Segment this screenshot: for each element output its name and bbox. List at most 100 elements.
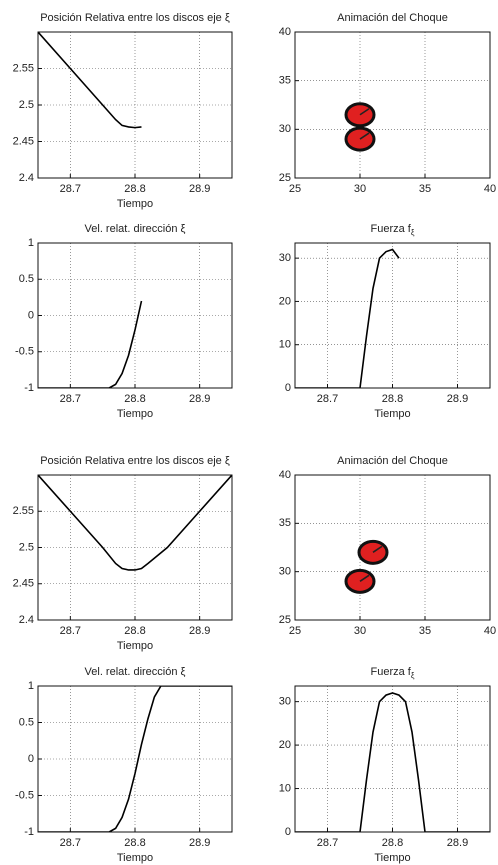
title-text: Animación del Choque	[337, 12, 448, 24]
axes-frame	[37, 31, 233, 179]
y-tick-label: 2.5	[19, 99, 34, 111]
y-tick-label: 0.5	[19, 716, 34, 728]
y-tick-label: 20	[279, 739, 291, 751]
title-text: Vel. relat. dirección ξ	[85, 223, 186, 235]
data-line	[295, 248, 400, 388]
title-text: Fuerza f	[371, 666, 412, 678]
data-line	[38, 475, 232, 571]
subplot: 28.7 28.8 28.9 -1 -0.5 0 0.5 1 Vel. relat. direc…	[15, 666, 233, 864]
y-tick-label: 25	[279, 172, 291, 184]
x-tick-label: 40	[484, 625, 496, 637]
title-text: Vel. relat. dirección ξ	[85, 666, 186, 678]
y-tick-label: 1	[28, 680, 34, 692]
y-tick-label: 2.55	[13, 62, 34, 74]
x-tick-label: 28.7	[60, 837, 81, 849]
title-text: Posición Relativa entre los discos eje ξ	[40, 455, 230, 467]
disc-direction	[359, 574, 370, 582]
x-axis-label: Tiempo	[374, 852, 410, 864]
title-text: Animación del Choque	[337, 455, 448, 467]
x-tick-label: 28.9	[447, 837, 468, 849]
x-axis-label: Tiempo	[117, 198, 153, 210]
x-tick-label: 28.8	[124, 625, 145, 637]
subplot: 25 30 35 40 25 30 35 40 Animación del Choque	[279, 12, 496, 195]
chart-title: Vel. relat. dirección ξ	[85, 223, 186, 235]
axes-frame	[294, 242, 491, 389]
y-tick-label: 2.4	[19, 172, 34, 184]
data-line	[295, 692, 490, 832]
x-tick-label: 28.8	[382, 837, 403, 849]
plot-area	[295, 32, 490, 178]
y-tick-label: 35	[279, 75, 291, 87]
title-text: Posición Relativa entre los discos eje ξ	[40, 12, 230, 24]
x-tick-label: 28.7	[60, 393, 81, 405]
disc-direction	[359, 108, 370, 116]
subplot: 28.7 28.8 28.9 2.4 2.45 2.5 2.55 Posición Relat…	[13, 12, 233, 210]
x-tick-label: 28.8	[124, 183, 145, 195]
y-tick-label: 0	[285, 826, 291, 838]
y-tick-label: 10	[279, 339, 291, 351]
x-tick-label: 28.7	[60, 183, 81, 195]
x-tick-label: 30	[354, 625, 366, 637]
y-tick-label: 0	[28, 309, 34, 321]
y-tick-label: 30	[279, 123, 291, 135]
y-tick-label: 2.55	[13, 505, 34, 517]
chart-title: Posición Relativa entre los discos eje ξ	[40, 455, 230, 467]
y-tick-label: 2.45	[13, 135, 34, 147]
x-tick-label: 30	[354, 183, 366, 195]
chart-title: Animación del Choque	[337, 455, 448, 467]
y-tick-label: -0.5	[15, 346, 34, 358]
y-tick-label: 10	[279, 782, 291, 794]
subplot: 28.7 28.8 28.9 0 10 20 30 Fuerza fξ Tiempo	[279, 223, 491, 420]
plot-area	[295, 475, 490, 620]
subplot: 28.7 28.8 28.9 -1 -0.5 0 0.5 1 Vel. relat. direc…	[15, 223, 233, 420]
disc-direction	[359, 132, 370, 140]
axes-frame	[37, 685, 233, 833]
y-tick-label: 2.45	[13, 578, 34, 590]
title-subscript: ξ	[411, 671, 415, 680]
y-tick-label: 30	[279, 252, 291, 264]
x-axis-label: Tiempo	[374, 408, 410, 420]
chart-title: Animación del Choque	[337, 12, 448, 24]
y-tick-label: 20	[279, 295, 291, 307]
x-tick-label: 28.7	[317, 837, 338, 849]
y-tick-label: 2.5	[19, 541, 34, 553]
x-tick-label: 28.7	[317, 393, 338, 405]
y-tick-label: -0.5	[15, 789, 34, 801]
chart-title: Posición Relativa entre los discos eje ξ	[40, 12, 230, 24]
x-tick-label: 28.9	[447, 393, 468, 405]
x-tick-label: 28.8	[124, 393, 145, 405]
y-tick-label: 35	[279, 517, 291, 529]
axes-frame	[37, 242, 233, 389]
data-line	[38, 32, 142, 129]
y-tick-label: 40	[279, 469, 291, 481]
data-line	[38, 686, 232, 832]
y-tick-label: 0	[28, 753, 34, 765]
x-axis-label: Tiempo	[117, 852, 153, 864]
disc-direction	[372, 545, 383, 553]
x-tick-label: 25	[289, 183, 301, 195]
subplot: 28.7 28.8 28.9 0 10 20 30 Fuerza fξ Tiempo	[279, 666, 491, 864]
axes-frame	[294, 474, 491, 621]
subplot: 25 30 35 40 25 30 35 40 Animación del Choque	[279, 455, 496, 637]
y-tick-label: 40	[279, 26, 291, 38]
x-tick-label: 25	[289, 625, 301, 637]
chart-title: Fuerza fξ	[371, 666, 415, 680]
chart-title: Vel. relat. dirección ξ	[85, 666, 186, 678]
subplot: 28.7 28.8 28.9 2.4 2.45 2.5 2.55 Posición Relat…	[13, 455, 233, 652]
x-tick-label: 28.7	[60, 625, 81, 637]
title-subscript: ξ	[411, 228, 415, 237]
y-tick-label: -1	[24, 826, 34, 838]
x-tick-label: 28.9	[189, 393, 210, 405]
y-tick-label: -1	[24, 382, 34, 394]
y-tick-label: 30	[279, 696, 291, 708]
x-tick-label: 40	[484, 183, 496, 195]
axes-frame	[294, 685, 491, 833]
y-tick-label: 25	[279, 614, 291, 626]
chart-title: Fuerza fξ	[371, 223, 415, 237]
y-tick-label: 2.4	[19, 614, 34, 626]
title-text: Fuerza f	[371, 223, 412, 235]
data-line	[38, 300, 143, 388]
y-tick-label: 0.5	[19, 273, 34, 285]
x-tick-label: 28.9	[189, 837, 210, 849]
